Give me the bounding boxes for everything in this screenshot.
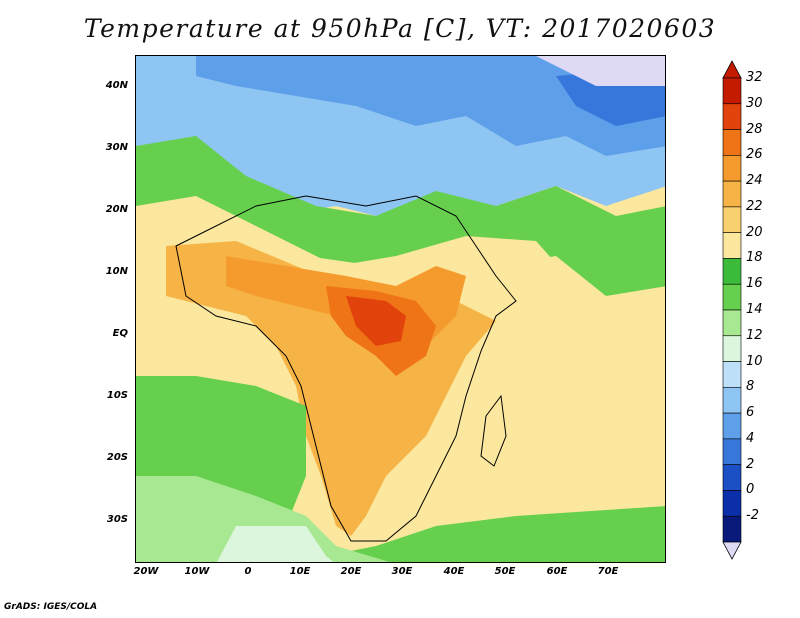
colorbar-tick-label: 18 [746, 250, 763, 266]
colorbar-segment [722, 206, 742, 233]
lat-label-30s: 30S [106, 514, 128, 525]
lat-label-20n: 20N [105, 204, 128, 215]
colorbar-segment [722, 515, 742, 543]
colorbar-tick-label: 14 [746, 302, 763, 317]
colorbar-bottom-arrow [722, 541, 742, 560]
colorbar-tick-label: 8 [746, 379, 755, 395]
lat-label-30n: 30N [105, 142, 128, 153]
colorbar-top-arrow [722, 60, 742, 79]
colorbar-segment [722, 180, 742, 208]
madagascar-outline [480, 394, 507, 467]
lon-label-30e: 30E [391, 566, 413, 577]
colorbar-segment [722, 155, 742, 182]
lon-label-20e: 20E [340, 566, 362, 577]
light-green-south [136, 476, 390, 562]
colorbar-segment [722, 464, 742, 491]
colorbar-tick-label: 28 [746, 121, 763, 137]
mild-band [136, 196, 665, 356]
colorbar-segment [722, 258, 742, 285]
lat-label-10n: 10N [105, 266, 128, 277]
colorbar-tick-label: 20 [746, 224, 763, 240]
colorbar-segment [722, 438, 742, 465]
lon-label-0: 0 [244, 566, 252, 577]
colorbar-segment [722, 309, 742, 337]
lon-label-40e: 40E [443, 566, 465, 577]
cool-patch-southwest [217, 526, 334, 562]
colorbar-tick-label: 4 [746, 430, 755, 446]
chart-title: Temperature at 950hPa [C], VT: 201702060… [83, 14, 717, 43]
colorbar-tick-label: 32 [746, 70, 763, 85]
colorbar-tick-label: 12 [746, 327, 763, 343]
lon-label-10e: 10E [289, 566, 311, 577]
colorbar-segment [722, 129, 742, 156]
lon-label-70e: 70E [597, 566, 619, 577]
colorbar-tick-label: 10 [746, 353, 763, 369]
colorbar-segment [722, 412, 742, 440]
lon-label-60e: 60E [546, 566, 568, 577]
colorbar-segment [722, 387, 742, 414]
colder-region-north [196, 56, 665, 156]
lat-label-40n: 40N [105, 80, 128, 91]
colorbar-segment [722, 283, 742, 311]
colorbar-tick-label: 0 [746, 482, 755, 498]
colorbar-tick-label: 26 [746, 147, 763, 163]
colorbar-segment [722, 232, 742, 259]
colorbar-tick-label: -2 [746, 508, 759, 524]
colorbar-tick-label: 22 [746, 198, 763, 214]
hottest-region-central [346, 296, 406, 346]
colorbar-tick-label: 6 [746, 405, 755, 421]
very-cold-patch [536, 56, 665, 86]
colorbar-segment [722, 490, 742, 517]
lon-label-50e: 50E [494, 566, 516, 577]
colorbar-segment [722, 361, 742, 388]
colorbar-tick-label: 16 [746, 276, 763, 292]
colorbar-tick-label: 30 [746, 95, 763, 111]
lat-label-20s: 20S [106, 452, 128, 463]
grads-credit: GrADS: IGES/COLA [4, 602, 98, 612]
colorbar-segment [722, 103, 742, 130]
temperature-map [135, 55, 666, 563]
colorbar [722, 60, 742, 560]
colorbar-tick-label: 24 [746, 173, 763, 189]
colorbar-segment [722, 77, 742, 105]
lon-label-20w: 20W [133, 566, 159, 577]
lon-label-10w: 10W [184, 566, 210, 577]
lat-label-eq: EQ [112, 328, 128, 339]
colorbar-tick-label: 2 [746, 456, 755, 472]
africa-coastline [175, 195, 517, 542]
lat-label-10s: 10S [106, 390, 128, 401]
colorbar-segment [722, 335, 742, 362]
